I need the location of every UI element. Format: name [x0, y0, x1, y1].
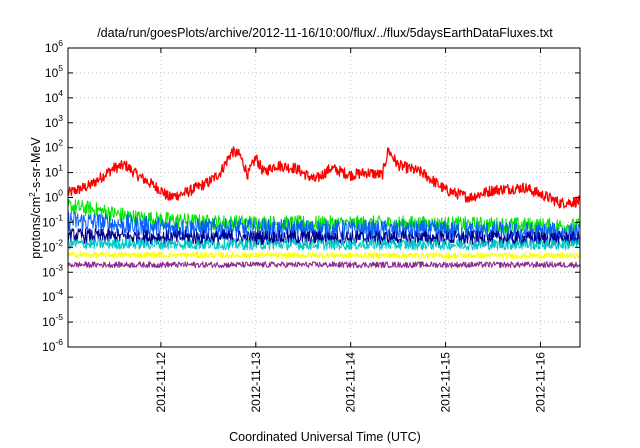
- x-tick-label: 2012-11-13: [249, 352, 263, 413]
- y-tick-exponent: 6: [58, 38, 63, 48]
- y-axis-label-suffix: -s-sr-MeV: [29, 137, 43, 193]
- y-tick-exponent: 1: [58, 163, 63, 173]
- y-tick-exponent: -3: [55, 262, 63, 272]
- y-tick-label: 10-5: [42, 312, 63, 329]
- chart-title: /data/run/goesPlots/archive/2012-11-16/1…: [97, 26, 553, 40]
- y-tick-base: 10: [45, 116, 59, 130]
- y-tick-label: 103: [45, 113, 63, 130]
- y-tick-label: 102: [45, 138, 63, 155]
- y-tick-base: 10: [42, 240, 56, 254]
- y-tick-exponent: 0: [58, 188, 63, 198]
- y-tick-exponent: -2: [55, 237, 63, 247]
- y-tick-label: 101: [45, 163, 63, 180]
- y-tick-exponent: 3: [58, 113, 63, 123]
- y-tick-label: 10-6: [42, 337, 63, 354]
- y-tick-label: 106: [45, 38, 63, 55]
- y-axis-label-sup: 2: [27, 192, 37, 197]
- y-tick-exponent: -5: [55, 312, 63, 322]
- series-line-6: [67, 251, 581, 260]
- y-tick-label: 100: [45, 188, 63, 205]
- series-line-1: [67, 146, 581, 209]
- y-tick-base: 10: [45, 41, 59, 55]
- y-tick-base: 10: [45, 91, 59, 105]
- y-axis-label: protons/cm2-s-sr-MeV: [27, 137, 43, 259]
- y-tick-exponent: 5: [58, 63, 63, 73]
- y-tick-base: 10: [42, 265, 56, 279]
- y-tick-label: 10-3: [42, 262, 63, 279]
- y-tick-exponent: -6: [55, 337, 63, 347]
- x-tick-label: 2012-11-12: [154, 352, 168, 413]
- y-tick-label: 105: [45, 63, 63, 80]
- y-tick-label: 10-4: [42, 287, 63, 304]
- y-tick-base: 10: [45, 166, 59, 180]
- y-tick-label: 10-2: [42, 237, 63, 254]
- y-tick-base: 10: [45, 66, 59, 80]
- x-tick-label: 2012-11-14: [344, 352, 358, 413]
- series-line-5: [67, 238, 581, 251]
- y-tick-base: 10: [42, 340, 56, 354]
- x-axis-ticks: 2012-11-12 2012-11-13 2012-11-14 2012-11-15…: [154, 48, 547, 413]
- series-line-4: [67, 228, 581, 247]
- x-tick-label: 2012-11-16: [533, 352, 547, 413]
- y-tick-base: 10: [45, 191, 59, 205]
- x-axis-label: Coordinated Universal Time (UTC): [229, 430, 421, 444]
- series-line-2: [67, 198, 581, 235]
- y-tick-label: 10-1: [42, 212, 63, 229]
- y-tick-exponent: -1: [55, 212, 63, 222]
- y-tick-base: 10: [45, 141, 59, 155]
- y-axis-ticks: 10-610-510-410-310-210-11001011021031041…: [42, 38, 580, 354]
- x-tick-label: 2012-11-15: [439, 352, 453, 413]
- y-tick-exponent: 4: [58, 88, 63, 98]
- y-tick-label: 104: [45, 88, 63, 105]
- series-group: [67, 146, 581, 269]
- y-tick-base: 10: [42, 315, 56, 329]
- y-tick-base: 10: [42, 290, 56, 304]
- y-tick-exponent: 2: [58, 138, 63, 148]
- y-tick-exponent: -4: [55, 287, 63, 297]
- series-line-7: [67, 261, 581, 269]
- y-axis-label-prefix: protons/cm: [29, 197, 43, 259]
- y-tick-base: 10: [42, 215, 56, 229]
